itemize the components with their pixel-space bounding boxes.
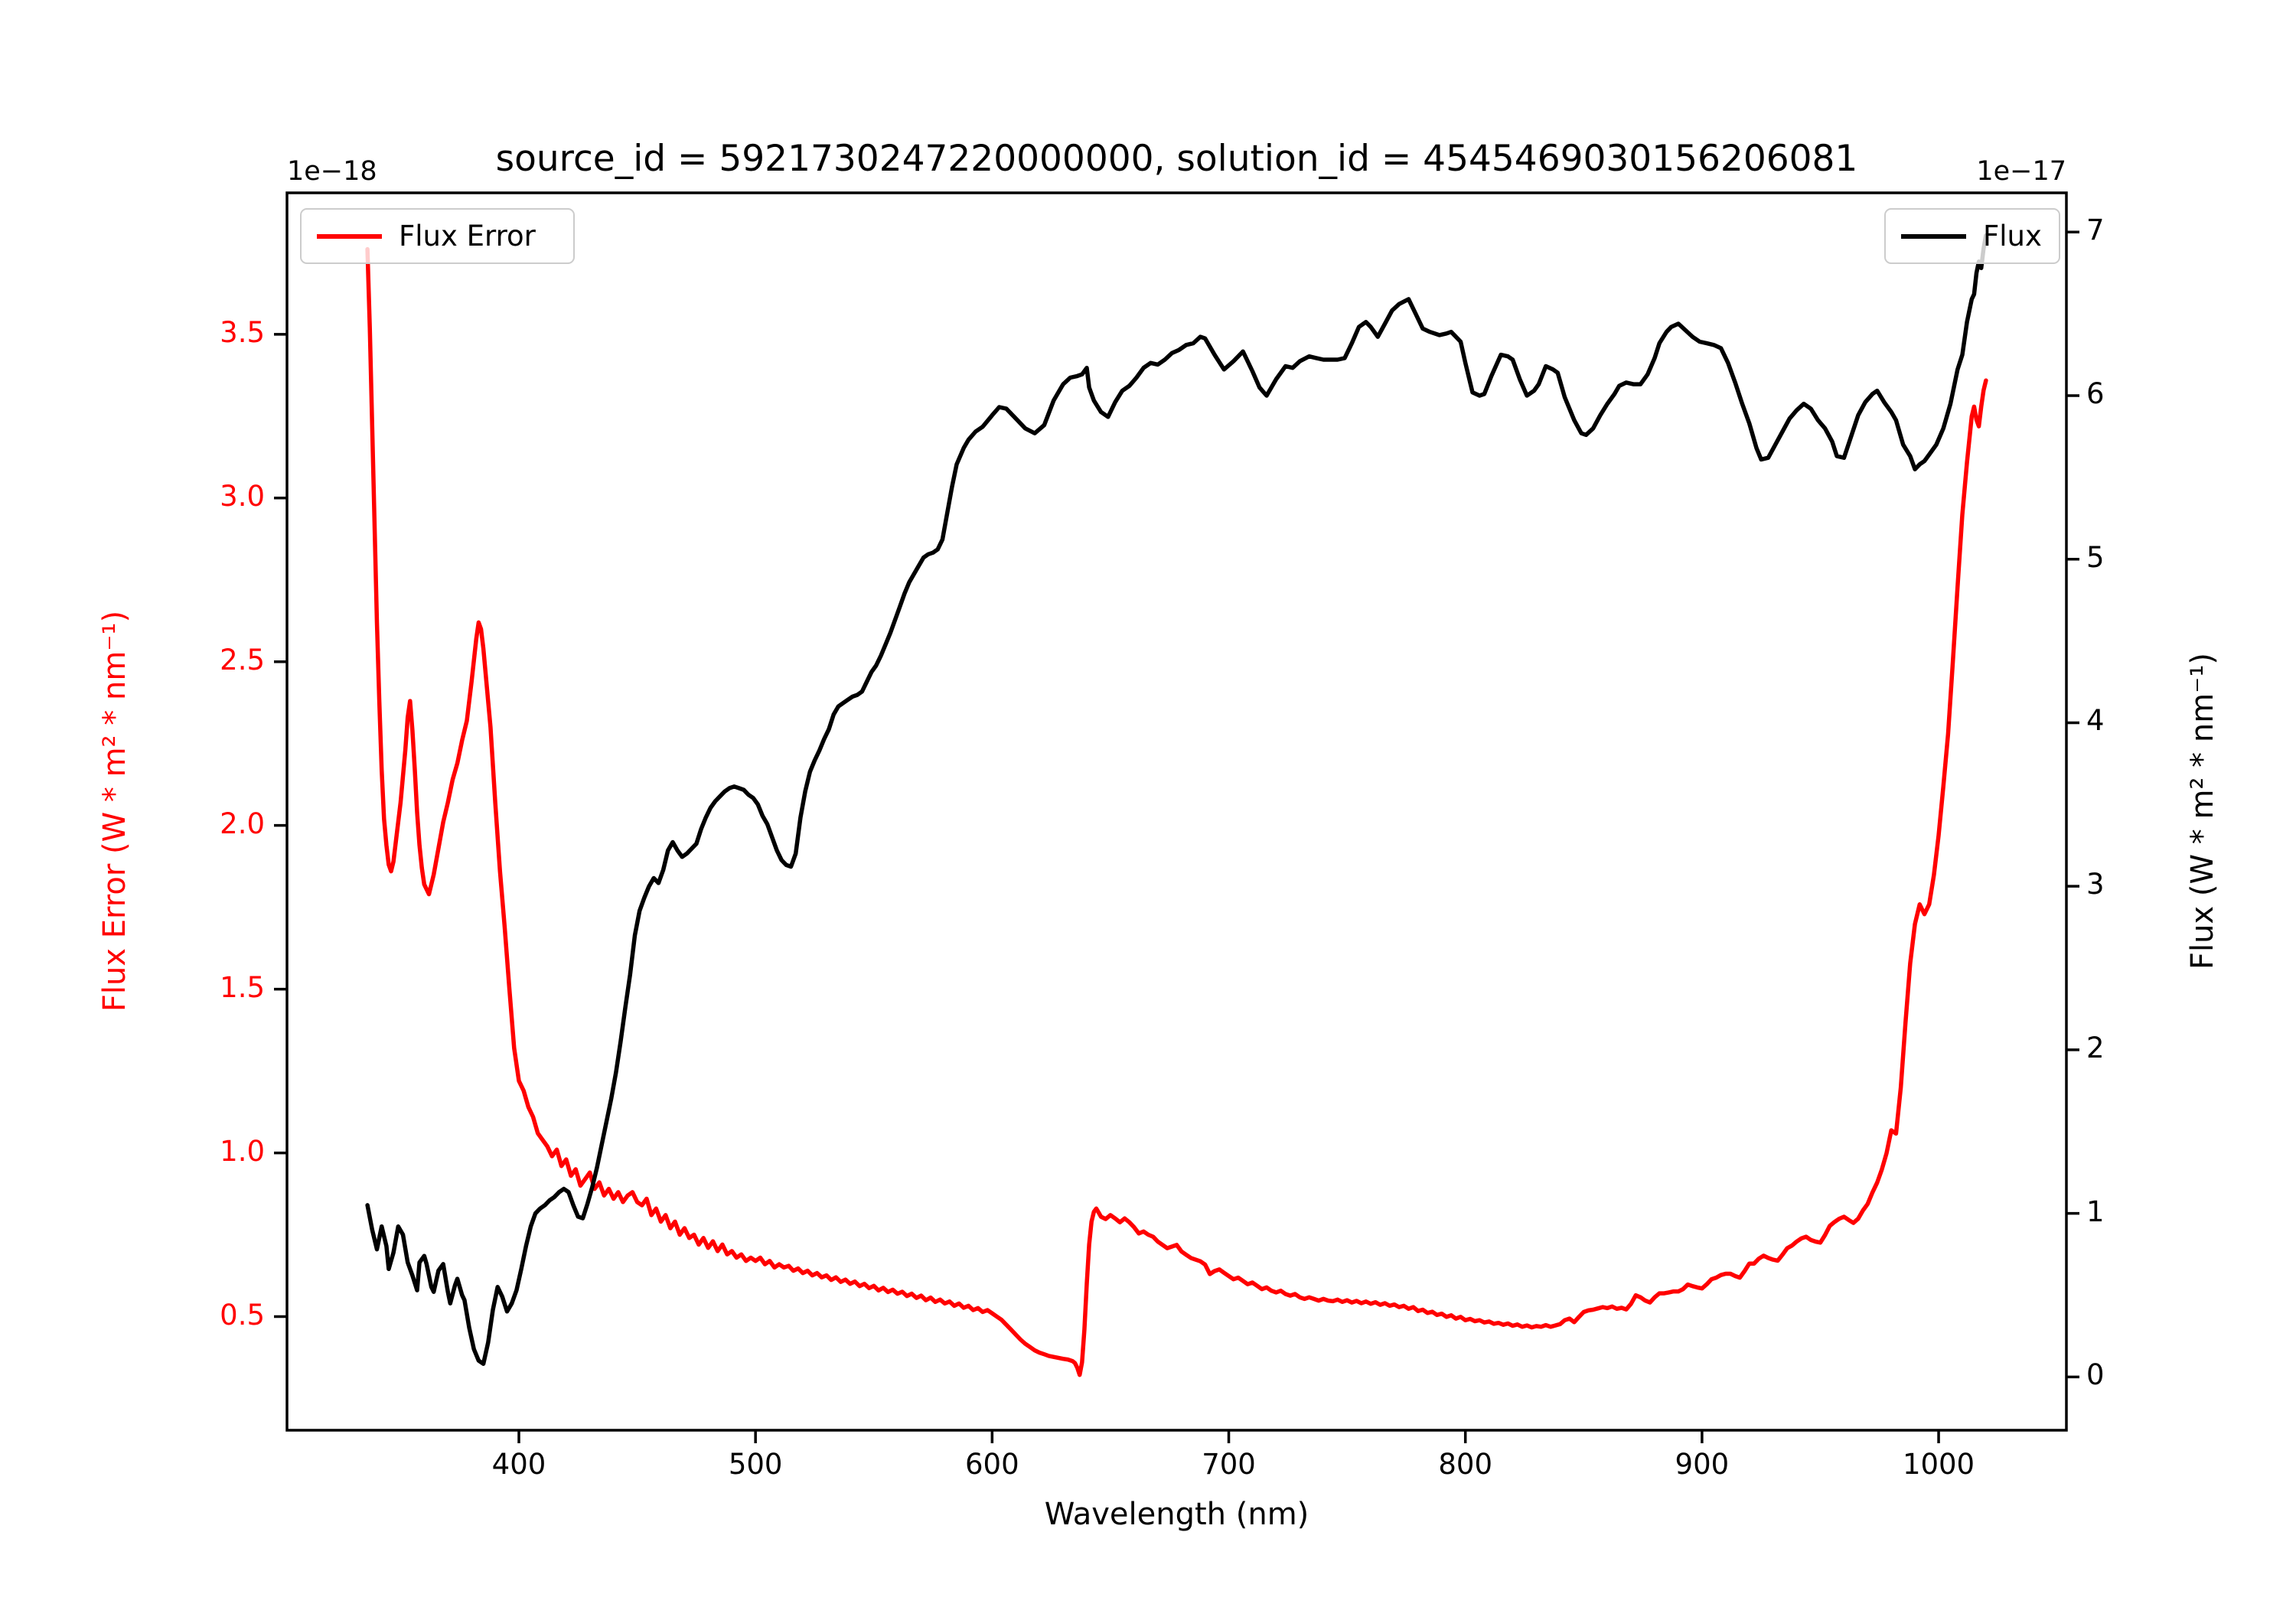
x-tick-label: 800	[1438, 1448, 1492, 1481]
left-axis-scale-offset: 1e−18	[287, 156, 377, 187]
right-y-tick-label: 6	[2086, 377, 2105, 410]
left-y-tick-label: 0.5	[220, 1298, 265, 1332]
x-tick-label: 1000	[1902, 1448, 1975, 1481]
legend-label-flux-error: Flux Error	[399, 220, 536, 253]
flux-line-sample	[1901, 233, 1966, 239]
x-tick-label: 400	[491, 1448, 546, 1481]
chart-title: source_id = 5921730247220000000, solutio…	[495, 138, 1858, 180]
x-tick-label: 900	[1675, 1448, 1730, 1481]
axes-spines	[285, 191, 2068, 1432]
right-y-tick-label: 7	[2086, 214, 2105, 247]
left-y-tick-label: 1.0	[220, 1134, 265, 1168]
x-tick-label: 600	[965, 1448, 1019, 1481]
legend-flux-error: Flux Error	[300, 208, 575, 264]
x-tick-label: 700	[1202, 1448, 1256, 1481]
left-y-tick-label: 2.0	[220, 807, 265, 840]
right-y-tick-label: 3	[2086, 868, 2105, 901]
right-y-tick-label: 0	[2086, 1358, 2105, 1392]
right-y-tick-label: 5	[2086, 540, 2105, 574]
right-axis-scale-offset: 1e−17	[1976, 156, 2066, 187]
legend-label-flux: Flux	[1983, 220, 2042, 253]
legend-flux: Flux	[1884, 208, 2060, 264]
right-y-tick-label: 1	[2086, 1195, 2105, 1228]
flux-error-line-sample	[317, 233, 382, 239]
left-y-tick-label: 3.0	[220, 479, 265, 513]
series-line-flux	[365, 233, 1988, 1366]
right-y-tick-label: 2	[2086, 1031, 2105, 1064]
left-y-tick-label: 3.5	[220, 315, 265, 349]
right-y-tick-label: 4	[2086, 704, 2105, 738]
series-line-flux-error	[365, 246, 1988, 1377]
x-tick-label: 500	[728, 1448, 783, 1481]
left-y-tick-label: 1.5	[220, 970, 265, 1004]
left-y-tick-label: 2.5	[220, 643, 265, 676]
right-y-axis-label: Flux (W * m² * nm⁻¹)	[2185, 653, 2220, 970]
x-axis-label: Wavelength (nm)	[1044, 1497, 1309, 1532]
